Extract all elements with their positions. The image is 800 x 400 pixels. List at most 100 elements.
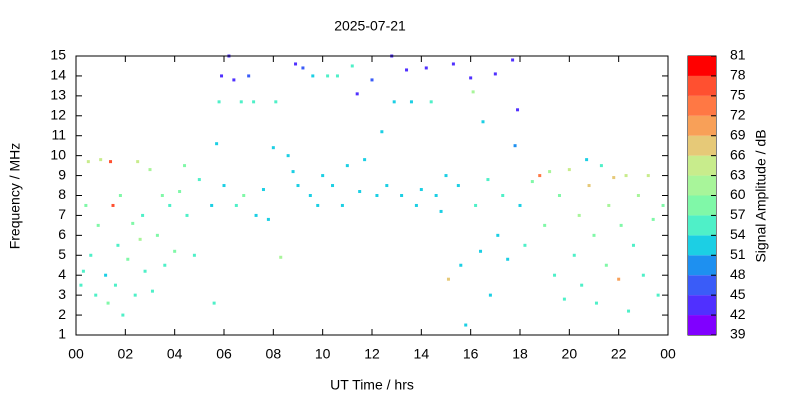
point: [266, 217, 270, 221]
point: [96, 223, 100, 227]
colorbar-tick-label: 48: [730, 266, 746, 282]
point: [405, 68, 409, 72]
colorbar-tick-label: 54: [730, 226, 746, 242]
point: [279, 255, 283, 259]
point: [94, 293, 98, 297]
point: [444, 174, 448, 178]
point: [81, 269, 85, 273]
y-tick-label: 5: [58, 246, 66, 262]
x-tick-label: 06: [216, 346, 232, 362]
point: [594, 301, 598, 305]
point: [493, 72, 497, 76]
point: [113, 283, 117, 287]
point: [141, 213, 145, 217]
point: [294, 62, 298, 66]
point: [131, 221, 135, 225]
point: [511, 58, 515, 62]
point: [104, 273, 108, 277]
colorbar-band: [688, 275, 716, 296]
colorbar-band: [688, 95, 716, 116]
point: [439, 209, 443, 213]
point: [599, 164, 603, 168]
y-tick-label: 2: [58, 306, 66, 322]
point: [456, 184, 460, 188]
point: [350, 64, 354, 68]
colorbar-band: [688, 75, 716, 96]
colorbar-band: [688, 135, 716, 156]
colorbar-tick-label: 45: [730, 286, 746, 302]
y-tick-label: 8: [58, 186, 66, 202]
colorbar-tick-label: 60: [730, 186, 746, 202]
point: [409, 100, 413, 104]
point: [479, 249, 483, 253]
colorbar-band: [688, 235, 716, 256]
colorbar-tick-label: 69: [730, 126, 746, 142]
point: [459, 263, 463, 267]
point: [89, 253, 93, 257]
point: [471, 90, 475, 94]
y-tick-label: 3: [58, 286, 66, 302]
point: [308, 194, 312, 197]
y-tick-label: 9: [58, 166, 66, 182]
point: [178, 190, 182, 194]
point: [567, 168, 571, 172]
point: [168, 203, 172, 207]
point: [232, 78, 236, 82]
x-tick-label: 02: [118, 346, 134, 362]
colorbar-tick-label: 72: [730, 106, 746, 122]
point: [506, 257, 510, 261]
point: [242, 194, 246, 197]
y-tick-label: 11: [51, 126, 66, 142]
point: [513, 144, 517, 148]
point: [358, 190, 362, 194]
point: [496, 233, 500, 237]
point: [424, 66, 428, 70]
point: [363, 158, 367, 162]
point: [585, 158, 589, 162]
colorbar-tick-label: 57: [730, 206, 746, 222]
point: [464, 323, 468, 327]
point: [173, 249, 177, 253]
point: [400, 194, 404, 197]
point: [331, 184, 335, 188]
point: [271, 146, 275, 150]
colorbar-band: [688, 315, 716, 335]
colorbar-band: [688, 56, 716, 76]
point: [516, 108, 520, 112]
point: [286, 154, 290, 158]
point: [234, 203, 238, 207]
x-tick-label: 14: [414, 346, 430, 362]
point: [239, 100, 243, 104]
x-tick-label: 10: [315, 346, 331, 362]
point: [414, 203, 418, 207]
point: [291, 170, 295, 174]
point: [646, 174, 650, 178]
point: [121, 313, 125, 317]
point: [592, 233, 596, 237]
point: [217, 100, 221, 104]
point: [543, 223, 547, 227]
y-tick-label: 14: [50, 67, 66, 83]
point: [254, 213, 258, 217]
point: [109, 160, 113, 164]
colorbar-band: [688, 215, 716, 236]
point: [538, 174, 542, 178]
point: [661, 203, 665, 207]
y-tick-label: 6: [58, 226, 66, 242]
point: [370, 78, 374, 82]
point: [481, 120, 485, 124]
point: [355, 92, 359, 96]
point: [385, 184, 389, 188]
point: [557, 194, 561, 197]
x-tick-label: 12: [364, 346, 380, 362]
point: [86, 160, 90, 164]
point: [631, 243, 635, 247]
point: [523, 243, 527, 247]
x-tick-label: 16: [463, 346, 479, 362]
point: [580, 283, 584, 287]
point: [150, 289, 154, 293]
point: [212, 301, 216, 305]
colorbar-tick-label: 39: [730, 326, 746, 342]
point: [160, 194, 164, 197]
point: [392, 100, 396, 104]
